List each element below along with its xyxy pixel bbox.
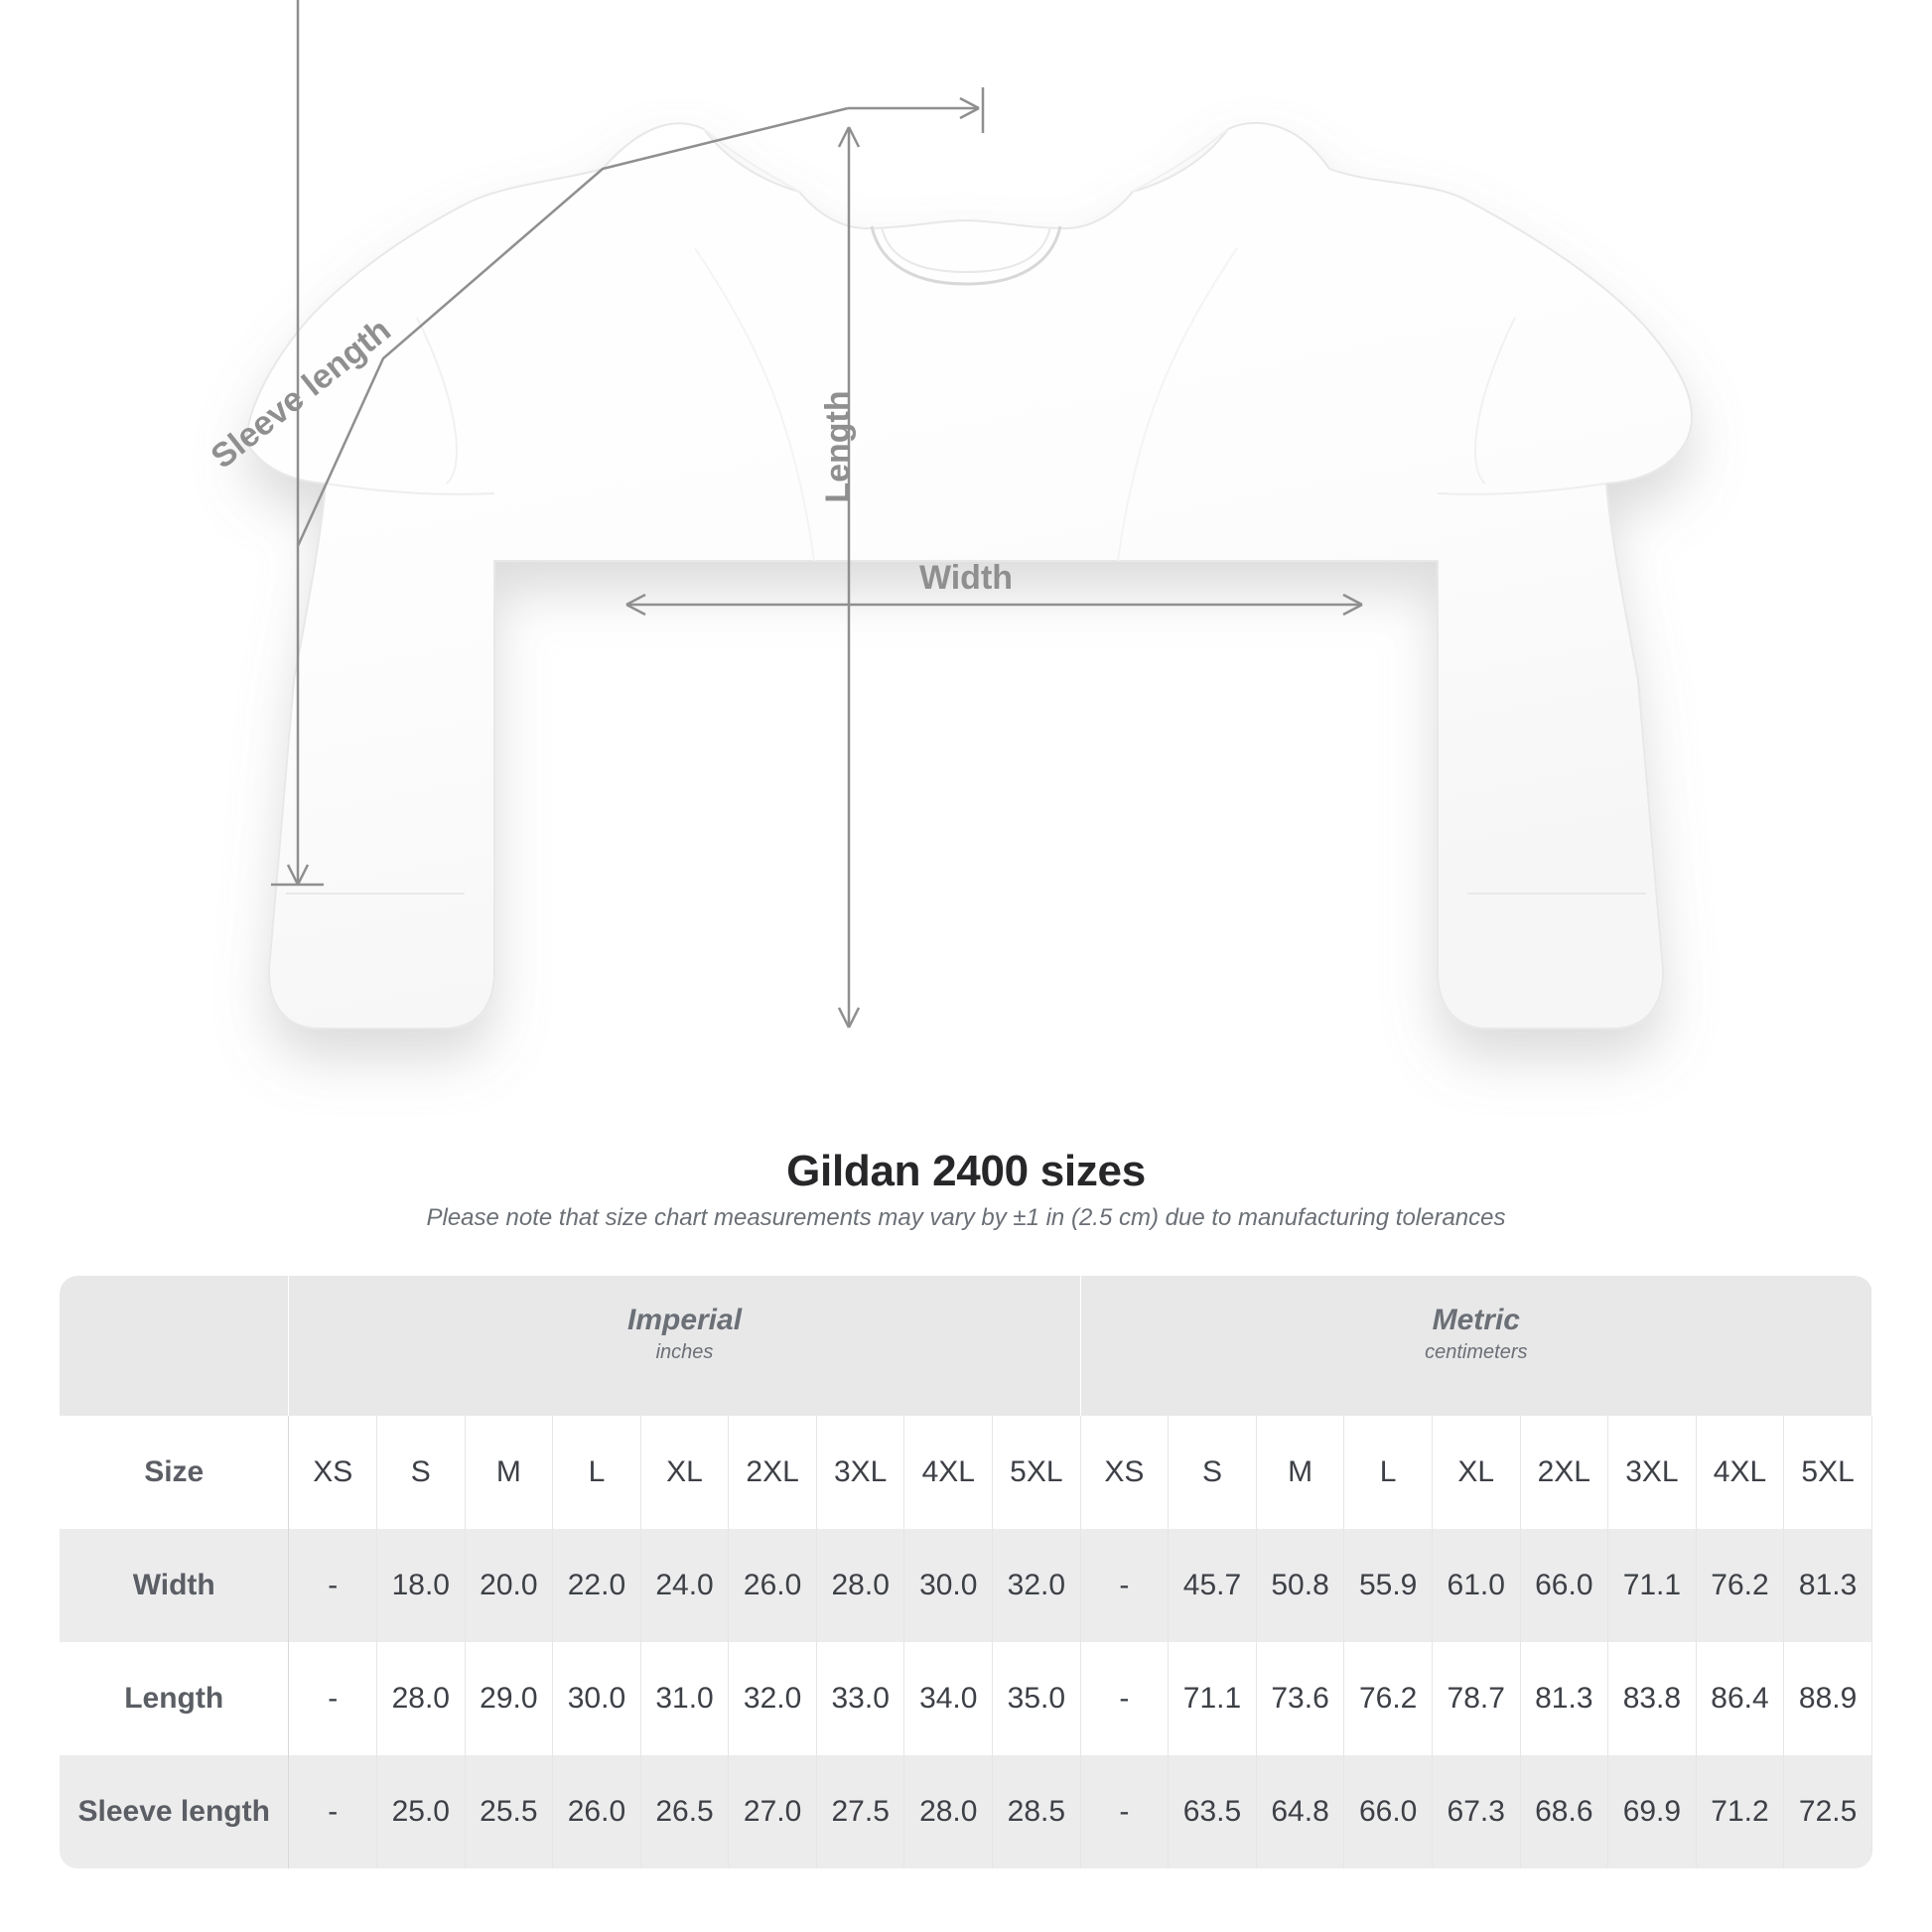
svg-text:Width: Width bbox=[919, 559, 1013, 597]
svg-text:Length: Length bbox=[819, 390, 857, 502]
